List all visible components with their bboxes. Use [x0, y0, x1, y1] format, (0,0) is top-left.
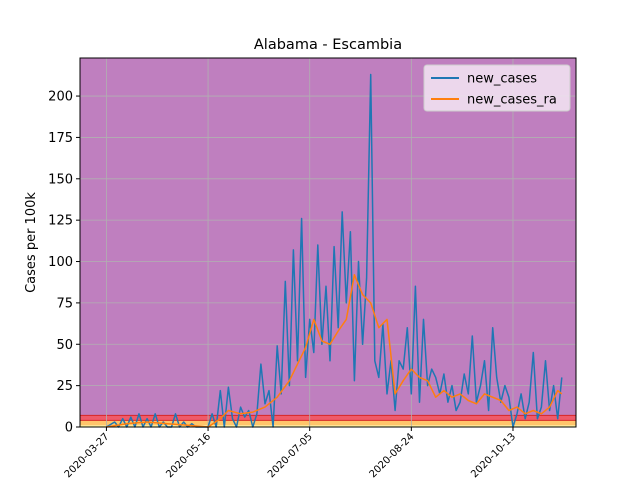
x-axis: 2020-03-27 2020-05-16 2020-07-05 2020-08-24…: [63, 427, 518, 480]
y-tick-label: 0: [65, 421, 73, 436]
y-tick-label: 50: [56, 338, 73, 353]
y-tick-label: 75: [56, 296, 73, 311]
y-tick-label: 200: [48, 90, 73, 105]
chart-title: Alabama - Escambia: [254, 37, 402, 53]
legend: new_cases new_cases_ra: [423, 64, 571, 112]
legend-box: [423, 64, 571, 112]
y-tick-label: 150: [48, 172, 73, 187]
y-tick-label: 125: [48, 214, 73, 229]
background-bands: [80, 58, 576, 427]
y-tick-label: 25: [56, 379, 73, 394]
x-tick-label: 2020-03-27: [63, 431, 112, 480]
background-band-0: [80, 425, 576, 427]
background-band-2: [80, 415, 576, 421]
plot-frame: [79, 57, 577, 428]
series-lines: [106, 73, 563, 428]
y-axis: 0 25 50 75 100 125 150 175 200: [48, 90, 80, 436]
y-axis-label: Cases per 100k: [24, 192, 39, 293]
legend-label: new_cases: [467, 72, 537, 87]
series-line-new_cases_ra: [106, 274, 563, 428]
y-tick-label: 100: [48, 255, 73, 270]
x-tick-label: 2020-07-05: [266, 431, 315, 480]
x-tick-label: 2020-08-24: [368, 431, 417, 480]
legend-label: new_cases_ra: [467, 93, 557, 108]
x-tick-label: 2020-10-13: [469, 431, 518, 480]
background-band-1: [80, 420, 576, 426]
y-tick-label: 175: [48, 131, 73, 146]
x-tick-label: 2020-05-16: [164, 431, 213, 480]
background-band-3: [80, 58, 576, 416]
